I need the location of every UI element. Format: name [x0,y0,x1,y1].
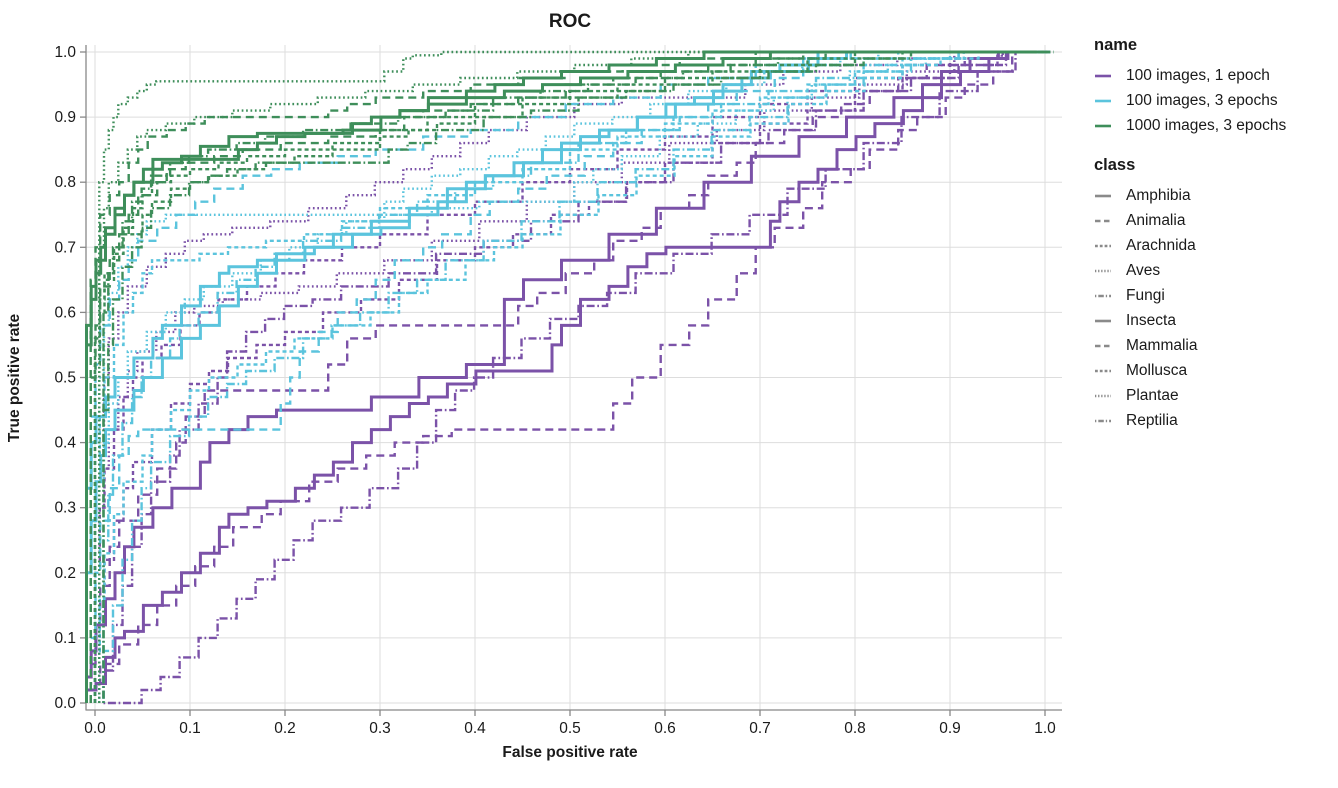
legend-swatch-dotted-icon [1095,269,1111,272]
roc-curve [85,50,1037,703]
legend-swatch-solid-icon [1095,74,1111,77]
legend-item-label: Insecta [1126,311,1176,329]
x-axis-title: False positive rate [502,744,638,761]
legend-item-class: Arachnida [1094,233,1286,258]
legend-item-name: 100 images, 3 epochs [1094,88,1286,113]
roc-curve [102,50,1054,703]
x-tick-label: 0.7 [749,720,771,737]
legend-item-class: Aves [1094,258,1286,283]
x-tick-label: 1.0 [1034,720,1056,737]
legend-swatch-dotted-icon [1095,394,1111,397]
roc-curve [85,50,1037,703]
roc-curve [89,50,1041,703]
legend-item-name: 100 images, 1 epoch [1094,63,1286,88]
legend-swatch-solid-icon [1095,124,1111,127]
x-tick-label: 0.5 [559,720,581,737]
roc-plot-svg: 0.0 0.1 0.2 0.3 0.4 0.5 0.6 0.7 0.8 0.9 1.0 0.0 0.1 0… [6,11,1062,761]
roc-curve [89,50,1041,703]
roc-curve [89,50,1041,703]
legend-item-label: Animalia [1126,211,1186,229]
x-tick-label: 0.4 [464,720,486,737]
roc-curve [93,50,1045,703]
roc-curve [85,50,1037,703]
roc-curve [102,50,1054,703]
legend-item-class: Plantae [1094,383,1286,408]
roc-curve [98,50,1050,703]
roc-curve [93,50,1045,703]
roc-curves [85,50,1054,705]
y-tick-label: 0.7 [54,239,76,256]
legend-name-group: name 100 images, 1 epoch 100 images, 3 ep… [1094,36,1286,138]
legend-item-label: Amphibia [1126,186,1191,204]
roc-curve [102,50,1054,703]
legend-class-group: class Amphibia Animalia Arachnida Aves Fungi… [1094,156,1286,433]
legend-swatch-solid-icon [1095,319,1111,322]
legend-item-label: Fungi [1126,286,1165,304]
roc-curve [89,50,1041,703]
x-tick-label: 0.9 [939,720,961,737]
legend-item-label: Mollusca [1126,361,1188,379]
legend-item-class: Animalia [1094,208,1286,233]
legend-item-label: Arachnida [1126,236,1196,254]
roc-curve [93,50,1045,703]
x-tick-label: 0.0 [84,720,106,737]
legend-item-class: Reptilia [1094,408,1286,433]
legend-swatch-short-icon [1095,244,1111,247]
y-tick-label: 0.6 [54,304,76,321]
legend-name-title: name [1094,36,1138,54]
legend-swatch-dashdot-icon [1095,294,1111,297]
roc-curve [102,50,1054,703]
roc-curve [85,50,1037,703]
legend-item-class: Amphibia [1094,183,1286,208]
roc-curve [98,50,1050,703]
legend-item-class: Fungi [1094,283,1286,308]
y-tick-label: 0.3 [54,500,76,517]
legend-item-name: 1000 images, 3 epochs [1094,113,1286,138]
x-tick-label: 0.1 [179,720,201,737]
y-tick-label: 0.2 [54,565,76,582]
legend-swatch-solid-icon [1095,194,1111,197]
legend-item-class: Mollusca [1094,358,1286,383]
legend-item-label: 100 images, 3 epochs [1126,91,1278,109]
legend-item-label: 1000 images, 3 epochs [1126,116,1287,134]
legend-item-label: Aves [1126,261,1161,279]
legend-item-label: Mammalia [1126,336,1198,354]
legend-item-label: 100 images, 1 epoch [1126,66,1270,84]
legend-swatch-solid-icon [1095,99,1111,102]
y-tick-label: 0.0 [54,695,76,712]
roc-curve [98,50,1050,703]
legend-item-label: Plantae [1126,386,1179,404]
legend-swatch-short-icon [1095,369,1111,372]
y-tick-label: 0.1 [54,630,76,647]
x-tick-label: 0.2 [274,720,296,737]
legend-swatch-dashed-icon [1095,344,1111,347]
roc-curve [93,50,1045,703]
y-tick-label: 1.0 [54,44,76,61]
y-tick-label: 0.9 [54,109,76,126]
roc-curve [102,50,1054,703]
legend-item-class: Mammalia [1094,333,1286,358]
legend: name 100 images, 1 epoch 100 images, 3 ep… [1094,36,1286,451]
y-tick-label: 0.4 [54,435,76,452]
x-tick-label: 0.6 [654,720,676,737]
y-tick-label: 0.8 [54,174,76,191]
x-tick-label: 0.3 [369,720,391,737]
y-axis-title: True positive rate [6,313,23,442]
legend-item-label: Reptilia [1126,411,1178,429]
x-tick-label: 0.8 [844,720,866,737]
legend-swatch-dashdot-icon [1095,419,1111,422]
chart-title: ROC [549,11,592,32]
legend-swatch-dashed-icon [1095,219,1111,222]
y-tick-label: 0.5 [54,370,76,387]
legend-item-class: Insecta [1094,308,1286,333]
legend-class-title: class [1094,156,1136,174]
